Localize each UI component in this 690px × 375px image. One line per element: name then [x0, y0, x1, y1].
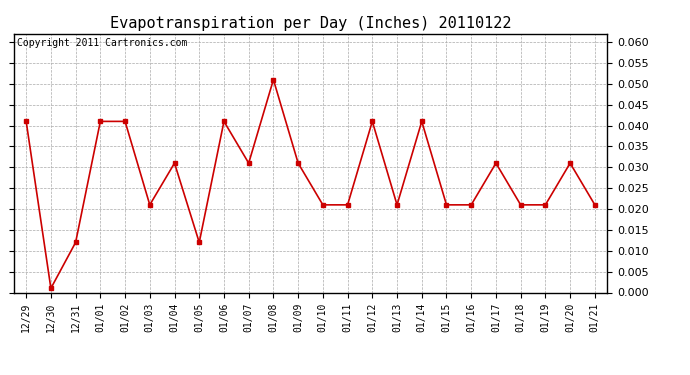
Text: Copyright 2011 Cartronics.com: Copyright 2011 Cartronics.com — [17, 38, 187, 48]
Title: Evapotranspiration per Day (Inches) 20110122: Evapotranspiration per Day (Inches) 2011… — [110, 16, 511, 31]
